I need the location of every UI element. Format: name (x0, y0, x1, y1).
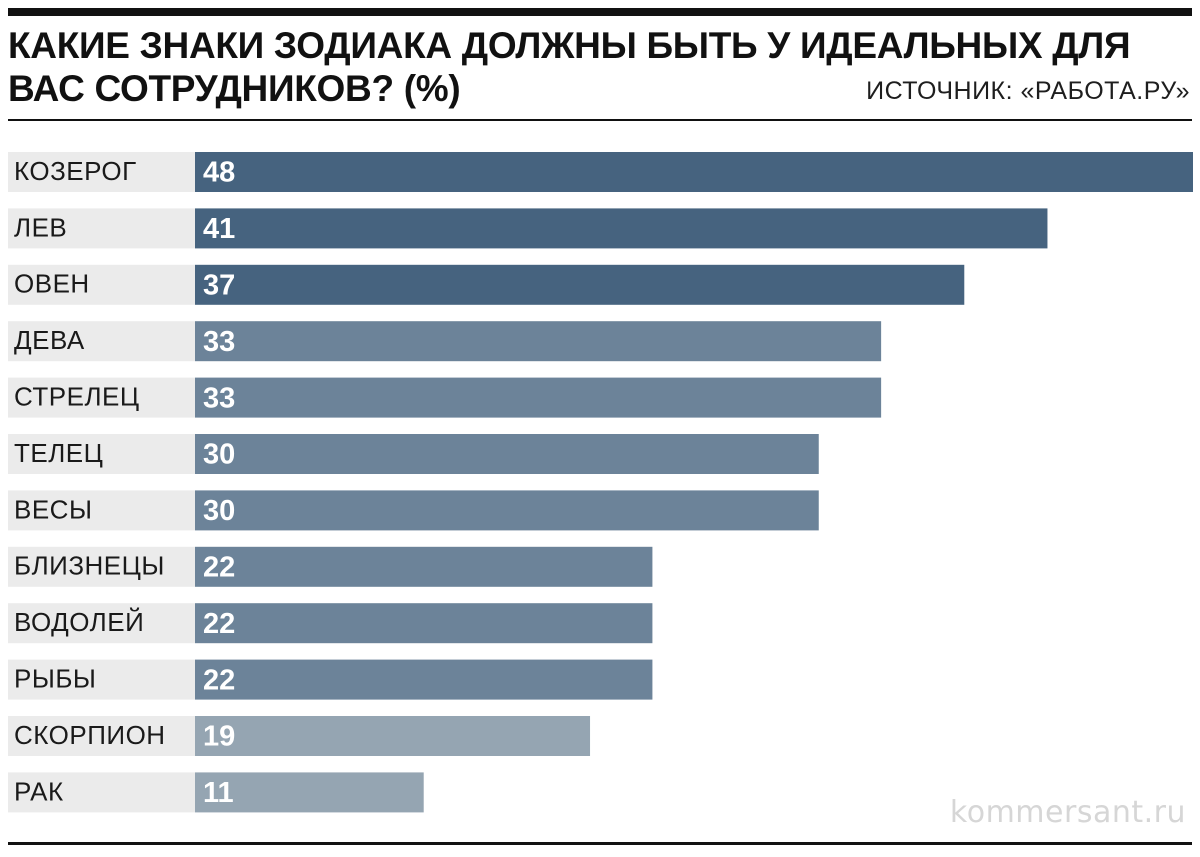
category-label-background (8, 152, 195, 192)
value-label: 41 (203, 213, 235, 245)
value-label: 11 (203, 777, 234, 809)
value-label: 22 (203, 608, 235, 640)
value-label: 22 (203, 664, 235, 696)
bar-row: БЛИЗНЕЦЫ 22 (8, 546, 653, 587)
bar (195, 434, 819, 474)
value-label: 37 (203, 269, 235, 301)
category-label-background (8, 716, 195, 756)
bar (195, 208, 1048, 249)
bar (195, 603, 653, 644)
category-label-background (8, 659, 195, 700)
bar (195, 490, 819, 531)
category-label: СКОРПИОН (14, 720, 166, 750)
category-label-background (8, 772, 195, 813)
bar-row: РЫБЫ 22 (8, 659, 653, 700)
value-label: 22 (203, 551, 235, 583)
bar-row: РАК 11 (8, 772, 424, 813)
category-label: ВЕСЫ (14, 494, 92, 524)
value-label: 19 (203, 721, 235, 753)
category-label-background (8, 264, 195, 305)
category-label-background (8, 208, 195, 249)
bar-row: СТРЕЛЕЦ 33 (8, 377, 882, 418)
chart-title: КАКИЕ ЗНАКИ ЗОДИАКА ДОЛЖНЫ БЫТЬ У ИДЕАЛЬ… (8, 25, 1131, 109)
category-label: РАК (14, 776, 64, 806)
bar-row: ОВЕН 37 (8, 264, 965, 305)
bar-row: ВЕСЫ 30 (8, 490, 819, 531)
category-label-background (8, 546, 195, 587)
category-label: ДЕВА (14, 325, 85, 355)
category-label: ОВЕН (14, 269, 90, 299)
bar-row: ЛЕВ 41 (8, 208, 1048, 249)
value-label: 30 (203, 495, 235, 527)
category-label-background (8, 490, 195, 531)
bottom-rule (8, 842, 1192, 845)
bar (195, 264, 965, 305)
bar (195, 659, 653, 700)
category-label: БЛИЗНЕЦЫ (14, 551, 165, 581)
header-rule (8, 119, 1192, 121)
watermark: kommersant.ru (949, 795, 1186, 830)
category-label-background (8, 434, 195, 474)
category-label-background (8, 377, 195, 418)
bar (195, 546, 653, 587)
category-label: РЫБЫ (14, 663, 96, 693)
bar (195, 772, 424, 813)
category-label-background (8, 321, 195, 362)
value-label: 33 (203, 382, 235, 414)
value-label: 48 (203, 157, 235, 189)
bar (195, 377, 882, 418)
category-label: ТЕЛЕЦ (14, 438, 103, 468)
category-label: СТРЕЛЕЦ (14, 381, 140, 411)
bar-row: КОЗЕРОГ 48 (8, 152, 1193, 192)
bar (195, 321, 882, 362)
bar-row: СКОРПИОН 19 (8, 716, 591, 756)
source-note: ИСТОЧНИК: «РАБОТА.РУ» (866, 77, 1190, 105)
bar-row: ДЕВА 33 (8, 321, 882, 362)
bar-row: ТЕЛЕЦ 30 (8, 434, 819, 474)
category-label: ВОДОЛЕЙ (14, 607, 144, 637)
bar (195, 716, 591, 756)
top-rule (8, 8, 1192, 16)
category-label-background (8, 603, 195, 644)
value-label: 33 (203, 326, 235, 358)
value-label: 30 (203, 439, 235, 471)
category-label: ЛЕВ (14, 212, 67, 242)
category-label: КОЗЕРОГ (14, 156, 137, 186)
bar (195, 152, 1193, 192)
bar-row: ВОДОЛЕЙ 22 (8, 603, 653, 644)
